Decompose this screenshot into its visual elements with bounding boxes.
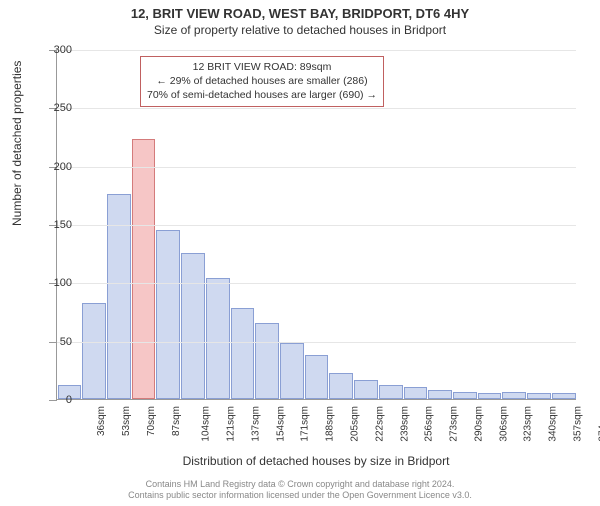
y-tick-label: 200 — [32, 161, 72, 173]
histogram-bar — [502, 392, 526, 399]
y-tick-label: 300 — [32, 44, 72, 56]
histogram-bar — [181, 253, 205, 399]
annotation-line: 70% of semi-detached houses are larger (… — [147, 88, 377, 102]
histogram-bar — [255, 323, 279, 399]
footer-attribution: Contains HM Land Registry data © Crown c… — [0, 479, 600, 502]
x-tick-label: 357sqm — [572, 406, 583, 442]
x-tick-label: 137sqm — [251, 406, 262, 442]
histogram-bar — [552, 393, 576, 399]
x-tick-label: 239sqm — [399, 406, 410, 442]
annotation-line: 12 BRIT VIEW ROAD: 89sqm — [147, 60, 377, 74]
y-tick-label: 0 — [32, 394, 72, 406]
x-tick-label: 323sqm — [523, 406, 534, 442]
x-tick-label: 36sqm — [96, 406, 107, 436]
x-tick-label: 121sqm — [226, 406, 237, 442]
page-title: 12, BRIT VIEW ROAD, WEST BAY, BRIDPORT, … — [0, 6, 600, 21]
x-tick-label: 87sqm — [171, 406, 182, 436]
x-tick-label: 171sqm — [300, 406, 311, 442]
x-tick-label: 273sqm — [449, 406, 460, 442]
x-tick-label: 256sqm — [424, 406, 435, 442]
annotation-line: ← 29% of detached houses are smaller (28… — [147, 74, 377, 88]
histogram-bar — [379, 385, 403, 399]
histogram-bar — [231, 308, 255, 399]
histogram-bar — [428, 390, 452, 399]
histogram-bar — [156, 230, 180, 399]
gridline — [57, 108, 576, 109]
gridline — [57, 342, 576, 343]
x-tick-label: 53sqm — [121, 406, 132, 436]
y-tick-label: 100 — [32, 277, 72, 289]
footer-line: Contains public sector information licen… — [0, 490, 600, 502]
histogram-bar — [453, 392, 477, 399]
x-tick-label: 188sqm — [325, 406, 336, 442]
y-tick-label: 50 — [32, 336, 72, 348]
footer-line: Contains HM Land Registry data © Crown c… — [0, 479, 600, 491]
gridline — [57, 283, 576, 284]
gridline — [57, 167, 576, 168]
histogram-bar — [206, 278, 230, 399]
y-tick-label: 150 — [32, 219, 72, 231]
x-tick-label: 306sqm — [498, 406, 509, 442]
annotation-box: 12 BRIT VIEW ROAD: 89sqm ← 29% of detach… — [140, 56, 384, 107]
histogram-bar — [132, 139, 156, 399]
x-tick-label: 154sqm — [275, 406, 286, 442]
histogram-bar — [305, 355, 329, 399]
y-tick-label: 250 — [32, 102, 72, 114]
chart-area: 12 BRIT VIEW ROAD: 89sqm ← 29% of detach… — [56, 50, 576, 400]
histogram-bar — [354, 380, 378, 399]
histogram-bar — [329, 373, 353, 399]
histogram-bar — [280, 343, 304, 399]
page-subtitle: Size of property relative to detached ho… — [0, 23, 600, 37]
y-axis-label: Number of detached properties — [10, 61, 24, 226]
x-tick-label: 70sqm — [146, 406, 157, 436]
x-tick-label: 290sqm — [473, 406, 484, 442]
gridline — [57, 225, 576, 226]
x-tick-label: 340sqm — [548, 406, 559, 442]
x-tick-label: 205sqm — [350, 406, 361, 442]
histogram-bar — [527, 393, 551, 399]
x-tick-label: 222sqm — [374, 406, 385, 442]
gridline — [57, 50, 576, 51]
histogram-bar — [82, 303, 106, 399]
histogram-bar — [404, 387, 428, 399]
x-tick-label: 104sqm — [201, 406, 212, 442]
x-axis-label: Distribution of detached houses by size … — [56, 454, 576, 468]
histogram-bar — [478, 393, 502, 399]
